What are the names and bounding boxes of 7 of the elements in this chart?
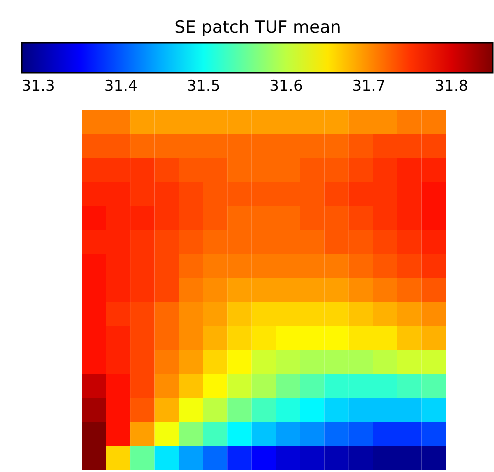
color-bar-label: 31.6: [270, 77, 304, 95]
color-bar-label: 31.8: [434, 77, 468, 95]
color-bar-label: 31.4: [104, 77, 138, 95]
color-bar-title: SE patch TUF mean: [174, 18, 342, 38]
color-bar-label: 31.3: [22, 77, 56, 95]
color-bar-label: 31.7: [352, 77, 386, 95]
color-bar-label: 31.5: [187, 77, 220, 95]
